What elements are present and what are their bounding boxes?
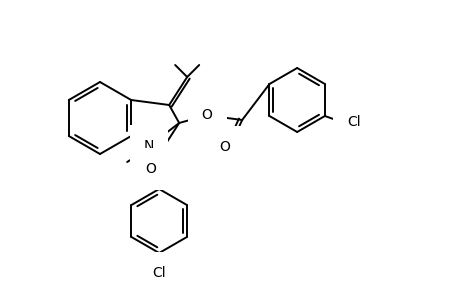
Text: O: O	[202, 108, 212, 122]
Text: O: O	[219, 140, 230, 154]
Text: N: N	[144, 139, 154, 153]
Text: Cl: Cl	[346, 115, 360, 129]
Text: Cl: Cl	[152, 266, 166, 280]
Text: O: O	[146, 162, 156, 176]
